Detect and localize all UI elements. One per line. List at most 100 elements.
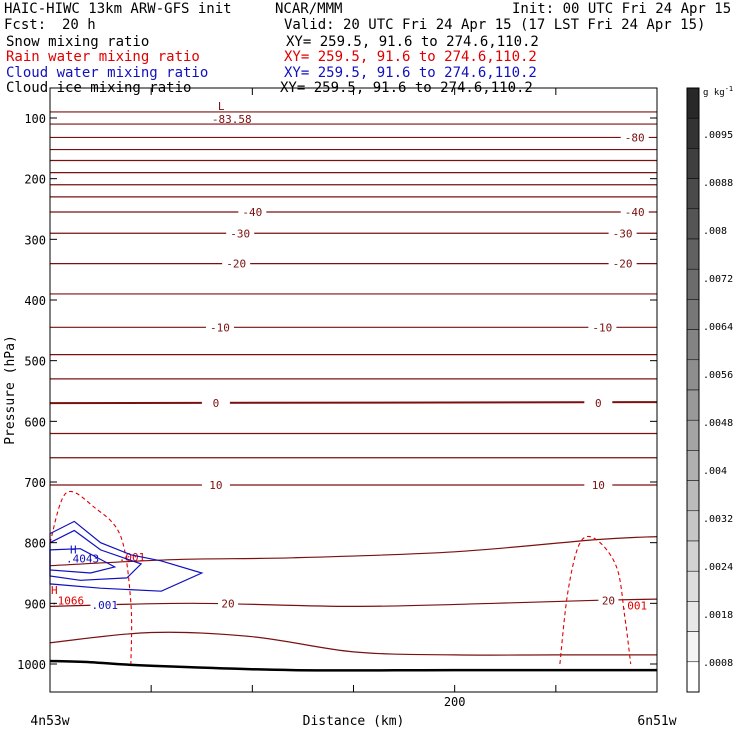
colorbar-segment bbox=[686, 601, 700, 632]
y-tick-label: 700 bbox=[24, 476, 46, 490]
temperature-contour bbox=[49, 353, 658, 356]
field-cloudwater-xy: XY= 259.5, 91.6 to 274.6,110.2 bbox=[284, 65, 537, 81]
temperature-contour bbox=[49, 456, 658, 459]
temperature-contour-label: -40 bbox=[242, 206, 262, 219]
colorbar-label: .0008 bbox=[703, 658, 733, 669]
field-snow-name: Snow mixing ratio bbox=[6, 34, 150, 50]
temperature-contour bbox=[49, 183, 658, 186]
temperature-contour-label: -20 bbox=[226, 258, 246, 271]
contour-label-bg bbox=[238, 206, 267, 219]
temperature-contour bbox=[49, 484, 658, 486]
y-tick-label: 100 bbox=[24, 112, 46, 126]
y-tick-label: 500 bbox=[24, 355, 46, 369]
temperature-contour-label: 10 bbox=[209, 479, 222, 492]
y-tick-label: 400 bbox=[24, 294, 46, 308]
contour-label-bg bbox=[205, 321, 234, 334]
colorbar-label: .0056 bbox=[703, 370, 733, 381]
temperature-contour-label: -10 bbox=[592, 321, 612, 334]
colorbar-segment bbox=[686, 450, 700, 481]
rain-water-contour bbox=[49, 491, 133, 665]
colorbar-segment bbox=[686, 631, 700, 663]
colorbar-segment bbox=[686, 540, 700, 572]
chart-title: HAIC-HIWC 13km ARW-GFS init bbox=[4, 1, 232, 17]
forecast-hours: 20 h bbox=[62, 17, 96, 33]
colorbar-segment bbox=[686, 299, 700, 330]
colorbar-label: .0072 bbox=[703, 274, 733, 285]
contour-label-bg bbox=[620, 131, 649, 144]
field-snow-xy: XY= 259.5, 91.6 to 274.6,110.2 bbox=[286, 34, 539, 50]
y-tick-label: 600 bbox=[24, 415, 46, 429]
forecast-label: Fcst: bbox=[4, 17, 47, 33]
temperature-contour bbox=[49, 598, 658, 608]
temperature-contour bbox=[49, 195, 658, 198]
cross-section-end-label: 6n51w bbox=[637, 714, 676, 729]
x-tick-label: 200 bbox=[444, 695, 466, 709]
temperature-contour-label: -80 bbox=[625, 131, 645, 144]
cloud-water-max-marker: H bbox=[70, 544, 77, 557]
cloud-water-max-value: .4043 bbox=[66, 553, 99, 566]
x-axis-label: Distance (km) bbox=[303, 714, 405, 729]
temperature-contour bbox=[49, 536, 658, 567]
colorbar-segment bbox=[686, 178, 700, 210]
colorbar-label: .0095 bbox=[703, 130, 733, 141]
rain-water-label: .001 bbox=[621, 599, 648, 612]
colorbar-frame bbox=[686, 87, 700, 693]
temperature-contour bbox=[49, 401, 658, 405]
contour-label-bg bbox=[90, 599, 117, 612]
rain-water-contour bbox=[559, 535, 632, 665]
colorbar-segment bbox=[686, 87, 700, 119]
temperature-contour bbox=[49, 432, 658, 435]
colorbar-label: .0032 bbox=[703, 514, 733, 525]
contour-label-bg bbox=[584, 397, 613, 410]
colorbar-segment bbox=[686, 510, 700, 542]
contour-label-bg bbox=[598, 594, 619, 607]
colorbar-segment bbox=[686, 570, 700, 602]
pressure-min-value: -83.58 bbox=[212, 113, 252, 126]
colorbar-segment bbox=[686, 419, 700, 451]
colorbar-unit: g kg-1 bbox=[703, 85, 733, 98]
pressure-min-marker: L bbox=[218, 100, 225, 113]
init-time: Init: 00 UTC Fri 24 Apr 15 bbox=[512, 1, 732, 17]
cloud-water-label: .001 bbox=[91, 599, 118, 612]
contour-label-bg bbox=[608, 227, 637, 240]
temperature-contour-label: 10 bbox=[592, 479, 605, 492]
rain-water-label: .001 bbox=[119, 551, 146, 564]
y-tick-label: 200 bbox=[24, 173, 46, 187]
temperature-contour-label: 20 bbox=[221, 597, 234, 610]
colorbar-segment bbox=[686, 480, 700, 512]
cloud-water-contour bbox=[49, 520, 204, 592]
temperature-contour-label: 20 bbox=[602, 594, 615, 607]
temperature-contour bbox=[49, 211, 658, 213]
contour-label-bg bbox=[201, 479, 230, 492]
terrain-surface-line bbox=[49, 659, 657, 672]
temperature-contour bbox=[49, 171, 658, 174]
colorbar-segment bbox=[686, 389, 700, 421]
temperature-contour bbox=[49, 148, 658, 151]
contour-label-bg bbox=[588, 321, 617, 334]
contour-label-bg bbox=[201, 397, 230, 410]
cross-section-start-label: 4n53w bbox=[30, 714, 69, 729]
org-label: NCAR/MMM bbox=[275, 1, 343, 17]
contour-label-bg bbox=[584, 479, 613, 492]
colorbar-label: .0024 bbox=[703, 562, 733, 573]
temperature-contour-label: -40 bbox=[625, 206, 645, 219]
temperature-contour bbox=[49, 136, 658, 139]
colorbar-segment bbox=[686, 208, 700, 240]
contour-label-bg bbox=[218, 597, 239, 610]
temperature-contour-label: -30 bbox=[613, 227, 633, 240]
colorbar-segment bbox=[686, 329, 700, 361]
valid-time: Valid: 20 UTC Fri 24 Apr 15 (17 LST Fri … bbox=[284, 17, 706, 33]
temperature-contour bbox=[49, 111, 658, 113]
temperature-contour bbox=[49, 631, 657, 656]
colorbar-label: .008 bbox=[703, 226, 727, 237]
y-tick-label: 300 bbox=[24, 233, 46, 247]
temperature-contour bbox=[49, 293, 658, 295]
contour-label-bg bbox=[620, 206, 649, 219]
temperature-contour bbox=[49, 377, 658, 380]
colorbar-label: .0088 bbox=[703, 178, 733, 189]
temperature-contour-label: 0 bbox=[213, 397, 220, 410]
colorbar-label: .0018 bbox=[703, 610, 733, 621]
colorbar-segment bbox=[686, 117, 700, 149]
y-tick-label: 1000 bbox=[17, 658, 46, 672]
